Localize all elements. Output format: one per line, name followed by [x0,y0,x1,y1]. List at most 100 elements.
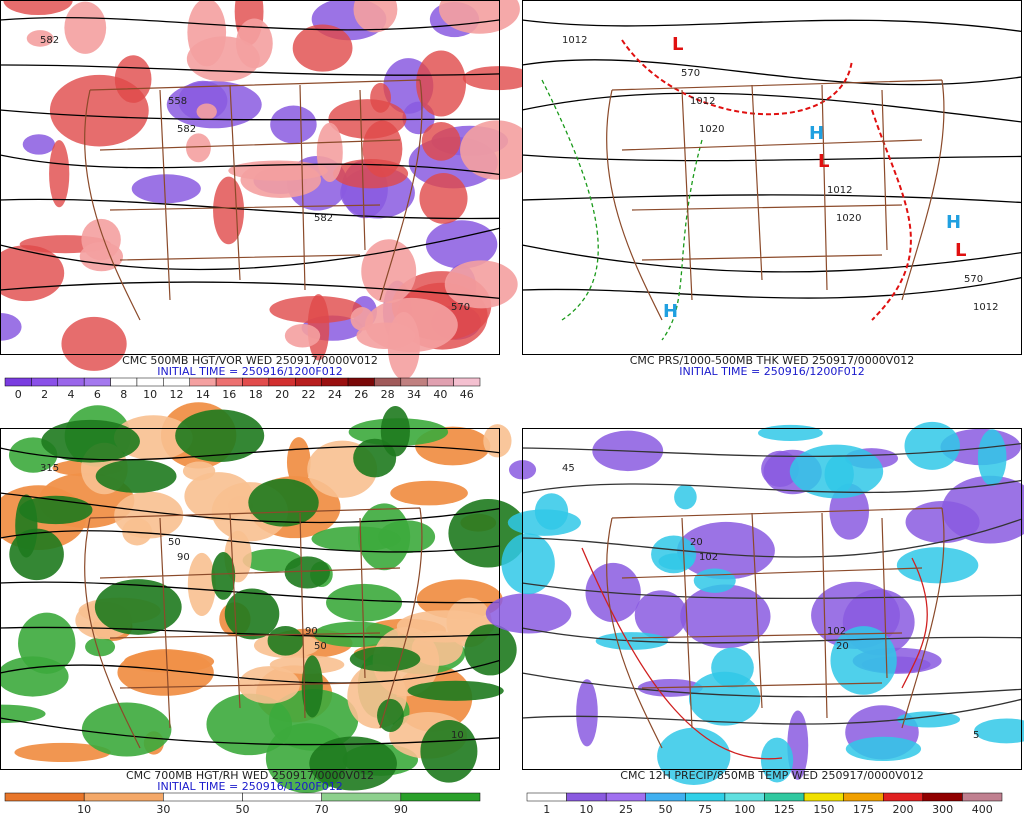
contour-line [521,582,1023,600]
colorbar-label: 400 [972,803,993,816]
shaded-area [760,737,794,783]
colorbar-label: 10 [77,803,91,816]
panel-title: CMC PRS/1000-500MB THK WED 250917/0000V0… [630,354,915,367]
colorbar-label: 25 [619,803,633,816]
shaded-area [693,568,736,593]
colorbar-label: 50 [236,803,250,816]
contour-line [0,64,501,76]
colorbar-label: 18 [249,388,263,401]
shaded-area [185,133,211,163]
shaded-area [269,296,363,324]
colorbar-label: 1 [543,803,550,816]
colorbar-cell [400,377,428,387]
colorbar-label: 200 [893,803,914,816]
map-label: 558 [168,96,187,107]
shaded-area [904,421,960,470]
map-label: 102 [699,552,718,563]
panel: 45 102 20 5 20 102 CMC 12H PRECIP/850MB TEMP W… [485,421,1024,816]
colorbar-cell [83,792,164,802]
colorbar-cell [268,377,296,387]
colorbar-label: 46 [460,388,474,401]
thickness-line [541,79,703,341]
shaded-area [421,122,461,161]
map-label: 570 [681,68,700,79]
map-label: 90 [305,626,318,637]
temp-line [581,547,928,760]
shaded-area [758,424,823,442]
panel: 582 582 582 570 558 CMC 500MB HGT/VOR WED 250… [0,0,534,401]
colorbar-label: 28 [381,388,395,401]
shaded-area [0,656,69,697]
colorbar-label: 24 [328,388,342,401]
colorbar-cell [685,792,726,802]
map-label: 315 [40,463,59,474]
colorbar-label: 4 [67,388,74,401]
colorbar-label: 10 [143,388,157,401]
shaded-area [206,693,293,756]
shaded-area [349,646,421,672]
shaded-area [680,584,771,649]
shaded-area [64,1,107,54]
state-borders [84,79,423,321]
map-frame [522,428,1022,770]
shaded-area [326,583,403,622]
shaded-area [184,472,254,521]
colorbar-label: 90 [394,803,408,816]
colorbar-label: 10 [579,803,593,816]
colorbar-label: 12 [170,388,184,401]
map-label: 1012 [562,35,587,46]
contour-line [521,479,1023,494]
map-label: 1020 [836,213,861,224]
shaded-area [0,704,46,724]
shaded-area [14,742,111,763]
colorbar-cell [110,377,138,387]
map-background [522,0,1022,355]
contour-line [0,626,501,638]
map-label: 582 [177,124,196,135]
shaded-area [485,593,572,634]
map-label: H [663,301,678,322]
shaded-area [390,480,468,506]
panel: 315 90 50 10 50 90 CMC 700MB HGT/RH WED 250917… [0,402,528,816]
contour-line [0,717,501,746]
colorbar-label: 22 [301,388,315,401]
map-label: 1012 [827,185,852,196]
shaded-area [464,624,517,676]
map-label: H [809,123,824,144]
map-label: 50 [314,641,327,652]
colorbar-cell [724,792,765,802]
map-frame [522,0,1022,355]
colorbar-label: 6 [94,388,101,401]
shaded-area [311,526,401,552]
shaded-area [61,316,127,371]
contour-line [521,698,1023,725]
panel-title: CMC 500MB HGT/VOR WED 250917/0000V012 [122,354,378,367]
colorbar-label: 50 [659,803,673,816]
shaded-area [81,702,172,757]
shaded-area [387,311,420,380]
colorbar-cell [764,792,805,802]
map-label: 20 [836,641,849,652]
map-label: L [955,240,966,261]
map-label: 20 [690,537,703,548]
colorbar-label: 100 [734,803,755,816]
colorbar-cell [83,377,111,387]
contour-line [0,445,501,461]
shaded-area [658,553,695,570]
contour-line [521,244,1023,273]
shaded-area [0,312,22,341]
shaded-area [353,0,398,33]
colorbar-cell [136,377,164,387]
shaded-area [674,484,697,510]
map-frame [0,0,500,355]
shaded-area [377,698,404,732]
shaded-area [267,626,304,656]
map-label: 90 [177,552,190,563]
map-label: 1012 [690,96,715,107]
shaded-area [350,307,374,331]
shaded-area [677,521,775,580]
shaded-area [94,579,182,635]
shaded-area [830,626,897,695]
colorbar-label: 14 [196,388,210,401]
